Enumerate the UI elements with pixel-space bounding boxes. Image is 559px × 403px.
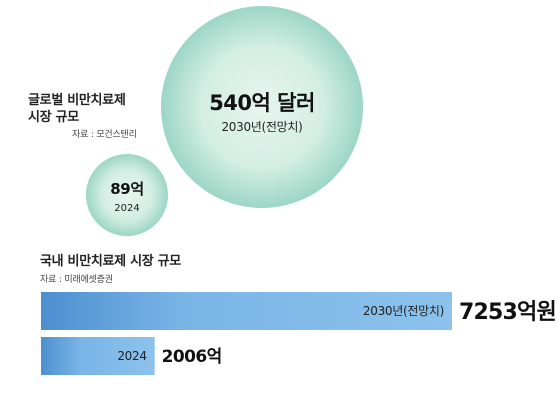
global-market-title: 글로벌 비만치료제 시장 규모 <box>28 93 126 125</box>
bar-1 <box>41 337 155 375</box>
bubble-value-label-1: 89억 <box>110 180 143 198</box>
global-market-source: 자료 : 모건스탠리 <box>72 130 137 140</box>
bubble-value-label-0: 540억 달러 <box>209 91 315 115</box>
bubble-1 <box>85 153 169 237</box>
bubble-0 <box>161 6 363 208</box>
bar-value-label-0: 7253억원 <box>459 300 556 325</box>
bubble-year-label-0: 2030년(전망치) <box>221 120 302 134</box>
bars-group: 2030년(전망치) 7253억원 2024 2006억 <box>41 292 557 375</box>
domestic-market-source: 자료 : 미래에셋증권 <box>40 275 113 285</box>
bar-category-label-1: 2024 <box>117 349 146 363</box>
domestic-market-title: 국내 비만치료제 시장 규모 <box>40 254 181 269</box>
bar-0 <box>41 292 452 330</box>
bubbles-group: 540억 달러 2030년(전망치) 89억 2024 <box>85 6 363 237</box>
bubble-year-label-1: 2024 <box>114 203 139 214</box>
bar-value-label-1: 2006억 <box>162 347 222 367</box>
bar-category-label-0: 2030년(전망치) <box>363 304 444 318</box>
